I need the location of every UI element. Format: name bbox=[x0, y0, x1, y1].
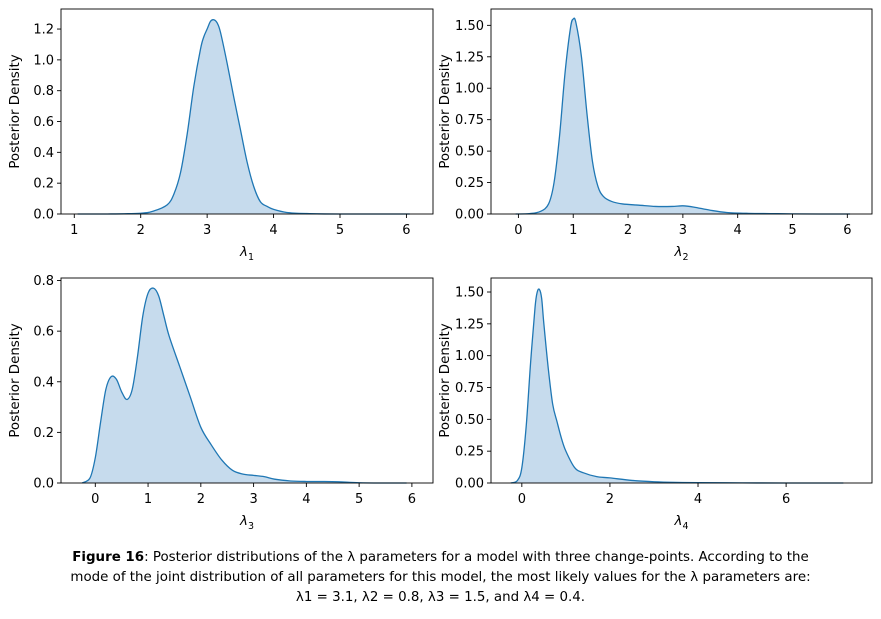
y-tick-label: 1.25 bbox=[455, 317, 484, 332]
y-tick-label: 0.25 bbox=[455, 176, 484, 191]
density-line bbox=[515, 17, 851, 215]
y-tick-label: 0.6 bbox=[33, 325, 54, 340]
y-tick-label: 0.6 bbox=[33, 115, 54, 130]
density-area bbox=[82, 288, 407, 483]
x-tick-label: 6 bbox=[782, 492, 790, 507]
x-tick-label: 0 bbox=[514, 223, 522, 238]
figure-caption: Figure 16: Posterior distributions of th… bbox=[20, 548, 861, 608]
y-tick-label: 0.00 bbox=[455, 208, 484, 223]
y-tick-label: 0.2 bbox=[33, 426, 54, 441]
y-tick-label: 1.2 bbox=[33, 23, 54, 38]
x-tick-label: 1 bbox=[144, 492, 152, 507]
x-tick-label: 4 bbox=[734, 223, 742, 238]
caption-line-2: mode of the joint distribution of all pa… bbox=[70, 570, 811, 585]
chart-panel-3: 0 1 2 3 4 5 6 0.0 0.2 0.4 0.6 0.8 Posterior Density λ… bbox=[8, 274, 434, 532]
x-tick-label: 3 bbox=[203, 223, 211, 238]
y-axis-label: Posterior Density bbox=[8, 323, 23, 437]
y-axis-label: Posterior Density bbox=[8, 54, 23, 168]
y-tick-label: 0.75 bbox=[455, 113, 484, 128]
y-tick-label: 0.4 bbox=[33, 375, 54, 390]
x-tick-label: 0 bbox=[91, 492, 99, 507]
y-tick-label: 0.8 bbox=[33, 84, 54, 99]
x-tick-label: 0 bbox=[518, 492, 526, 507]
x-axis-label: λ2 bbox=[674, 245, 689, 263]
x-tick-label: 4 bbox=[694, 492, 702, 507]
x-tick-label: 6 bbox=[408, 492, 416, 507]
plot-frame bbox=[60, 8, 434, 215]
y-tick-label: 0.00 bbox=[455, 477, 484, 492]
density-area bbox=[510, 288, 844, 483]
density-area bbox=[515, 18, 851, 215]
chart-panel-4: 0 2 4 6 0.00 0.25 0.50 0.75 1.00 1.25 1.50 Posterio… bbox=[438, 277, 873, 532]
y-tick-label: 0.50 bbox=[455, 145, 484, 160]
x-tick-label: 1 bbox=[569, 223, 577, 238]
x-tick-label: 5 bbox=[788, 223, 796, 238]
y-tick-label: 1.50 bbox=[455, 286, 484, 301]
x-axis-label: λ1 bbox=[239, 245, 254, 263]
plot-frame bbox=[490, 277, 873, 484]
x-tick-label: 5 bbox=[355, 492, 363, 507]
x-tick-label: 5 bbox=[336, 223, 344, 238]
y-tick-label: 0.0 bbox=[33, 208, 54, 223]
x-tick-label: 6 bbox=[843, 223, 851, 238]
x-axis-label: λ3 bbox=[239, 514, 254, 532]
y-tick-label: 1.00 bbox=[455, 82, 484, 97]
x-tick-label: 1 bbox=[70, 223, 78, 238]
y-tick-label: 1.25 bbox=[455, 50, 484, 65]
density-line bbox=[81, 287, 407, 484]
x-tick-label: 2 bbox=[606, 492, 614, 507]
density-line bbox=[510, 288, 844, 484]
caption-line-3: λ1 = 3.1, λ2 = 0.8, λ3 = 1.5, and λ4 = 0… bbox=[295, 590, 586, 605]
y-tick-label: 0.8 bbox=[33, 274, 54, 289]
y-tick-label: 0.4 bbox=[33, 146, 54, 161]
x-tick-label: 3 bbox=[249, 492, 257, 507]
figure-canvas: 1 2 3 4 5 6 0.0 0.2 0.4 0.6 0.8 1.0 1.2 Posterior Den… bbox=[8, 8, 873, 532]
x-tick-label: 2 bbox=[624, 223, 632, 238]
plot-frame bbox=[490, 8, 873, 215]
plot-frame bbox=[60, 277, 434, 484]
x-tick-label: 2 bbox=[197, 492, 205, 507]
caption-line-1: : Posterior distributions of the λ param… bbox=[144, 550, 809, 565]
y-tick-label: 0.75 bbox=[455, 381, 484, 396]
x-axis-label: λ4 bbox=[674, 514, 689, 532]
y-tick-label: 1.00 bbox=[455, 349, 484, 364]
x-tick-label: 4 bbox=[269, 223, 277, 238]
density-line bbox=[77, 19, 410, 215]
y-axis-label: Posterior Density bbox=[438, 323, 453, 437]
caption-figure-label: Figure 16 bbox=[72, 550, 145, 565]
y-axis-label: Posterior Density bbox=[438, 54, 453, 168]
y-tick-label: 0.25 bbox=[455, 445, 484, 460]
x-tick-label: 6 bbox=[402, 223, 410, 238]
chart-panel-1: 1 2 3 4 5 6 0.0 0.2 0.4 0.6 0.8 1.0 1.2 Posterior Den… bbox=[8, 8, 434, 263]
x-tick-label: 2 bbox=[137, 223, 145, 238]
y-tick-label: 1.0 bbox=[33, 53, 54, 68]
x-tick-label: 4 bbox=[302, 492, 310, 507]
density-area bbox=[77, 19, 410, 214]
chart-panel-2: 0 1 2 3 4 5 6 0.00 0.25 0.50 0.75 1.00 1.25 1.50 Poste… bbox=[438, 8, 873, 263]
y-tick-label: 1.50 bbox=[455, 19, 484, 34]
y-tick-label: 0.50 bbox=[455, 413, 484, 428]
y-tick-label: 0.2 bbox=[33, 177, 54, 192]
x-tick-label: 3 bbox=[679, 223, 687, 238]
y-tick-label: 0.0 bbox=[33, 477, 54, 492]
